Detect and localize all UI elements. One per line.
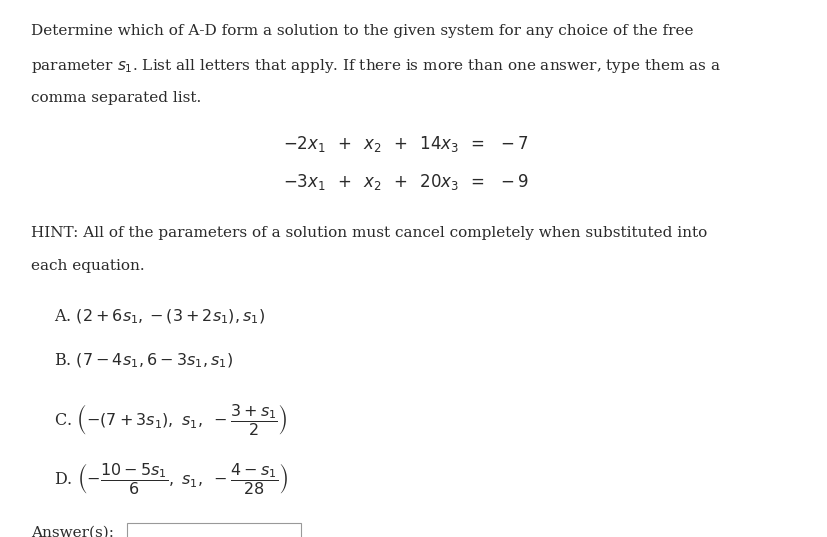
Text: $-3x_1 \;\; + \;\; x_2 \;\; + \;\; 20x_3 \;\; = \;\; -9$: $-3x_1 \;\; + \;\; x_2 \;\; + \;\; 20x_3… <box>283 172 528 192</box>
Text: D. $\left(-\dfrac{10-5s_1}{6},\ s_1,\ -\dfrac{4-s_1}{28}\right)$: D. $\left(-\dfrac{10-5s_1}{6},\ s_1,\ -\… <box>54 461 288 497</box>
Text: HINT: All of the parameters of a solution must cancel completely when substitute: HINT: All of the parameters of a solutio… <box>31 226 707 240</box>
Text: Answer(s):: Answer(s): <box>31 525 114 537</box>
Text: C. $\left(-(7 + 3s_1),\ s_1,\ -\dfrac{3+s_1}{2}\right)$: C. $\left(-(7 + 3s_1),\ s_1,\ -\dfrac{3+… <box>54 402 287 438</box>
Text: each equation.: each equation. <box>31 259 145 273</box>
Text: parameter $s_1$. List all letters that apply. If there is more than one answer, : parameter $s_1$. List all letters that a… <box>31 57 720 76</box>
Text: $\nearrow$: $\nearrow$ <box>276 536 288 537</box>
Text: A. $(2 + 6s_1, -(3 + 2s_1), s_1)$: A. $(2 + 6s_1, -(3 + 2s_1), s_1)$ <box>54 307 265 326</box>
Text: Determine which of A-D form a solution to the given system for any choice of the: Determine which of A-D form a solution t… <box>31 24 693 38</box>
Text: B. $(7 - 4s_1, 6 - 3s_1, s_1)$: B. $(7 - 4s_1, 6 - 3s_1, s_1)$ <box>54 351 232 370</box>
Text: $-2x_1 \;\; + \;\; x_2 \;\; + \;\; 14x_3 \;\; = \;\; -7$: $-2x_1 \;\; + \;\; x_2 \;\; + \;\; 14x_3… <box>283 134 528 154</box>
Text: comma separated list.: comma separated list. <box>31 91 202 105</box>
FancyBboxPatch shape <box>127 523 300 537</box>
